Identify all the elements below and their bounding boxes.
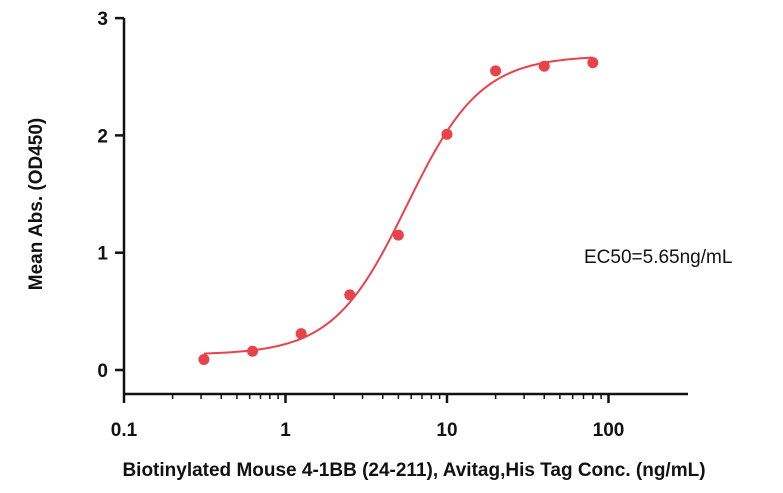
data-point (392, 229, 404, 241)
axes: 0 1 2 3 0.1 1 10 100 (97, 9, 688, 441)
fit-curve-layer (203, 56, 593, 355)
fit-curve (203, 56, 593, 355)
x-tick-label: 100 (593, 420, 625, 441)
x-tick-label: 1 (280, 420, 291, 441)
x-tick-label: 0.1 (111, 420, 138, 441)
data-point (587, 57, 599, 69)
data-point (490, 65, 502, 77)
y-axis-title: Mean Abs. (OD450) (26, 118, 47, 290)
data-point (538, 60, 550, 72)
data-point (295, 328, 307, 340)
x-tick-label: 10 (436, 420, 457, 441)
y-tick-label: 3 (97, 9, 108, 30)
data-point (198, 353, 210, 365)
data-point (344, 289, 356, 301)
data-point (441, 128, 453, 140)
y-tick-label: 0 (97, 361, 108, 382)
ec50-annotation: EC50=5.65ng/mL (584, 247, 732, 268)
x-axis-title: Biotinylated Mouse 4-1BB (24-211), Avita… (122, 460, 705, 481)
y-tick-label: 2 (97, 126, 108, 147)
y-tick-label: 1 (97, 244, 108, 265)
data-point (247, 345, 259, 357)
data-points-layer (198, 57, 599, 365)
